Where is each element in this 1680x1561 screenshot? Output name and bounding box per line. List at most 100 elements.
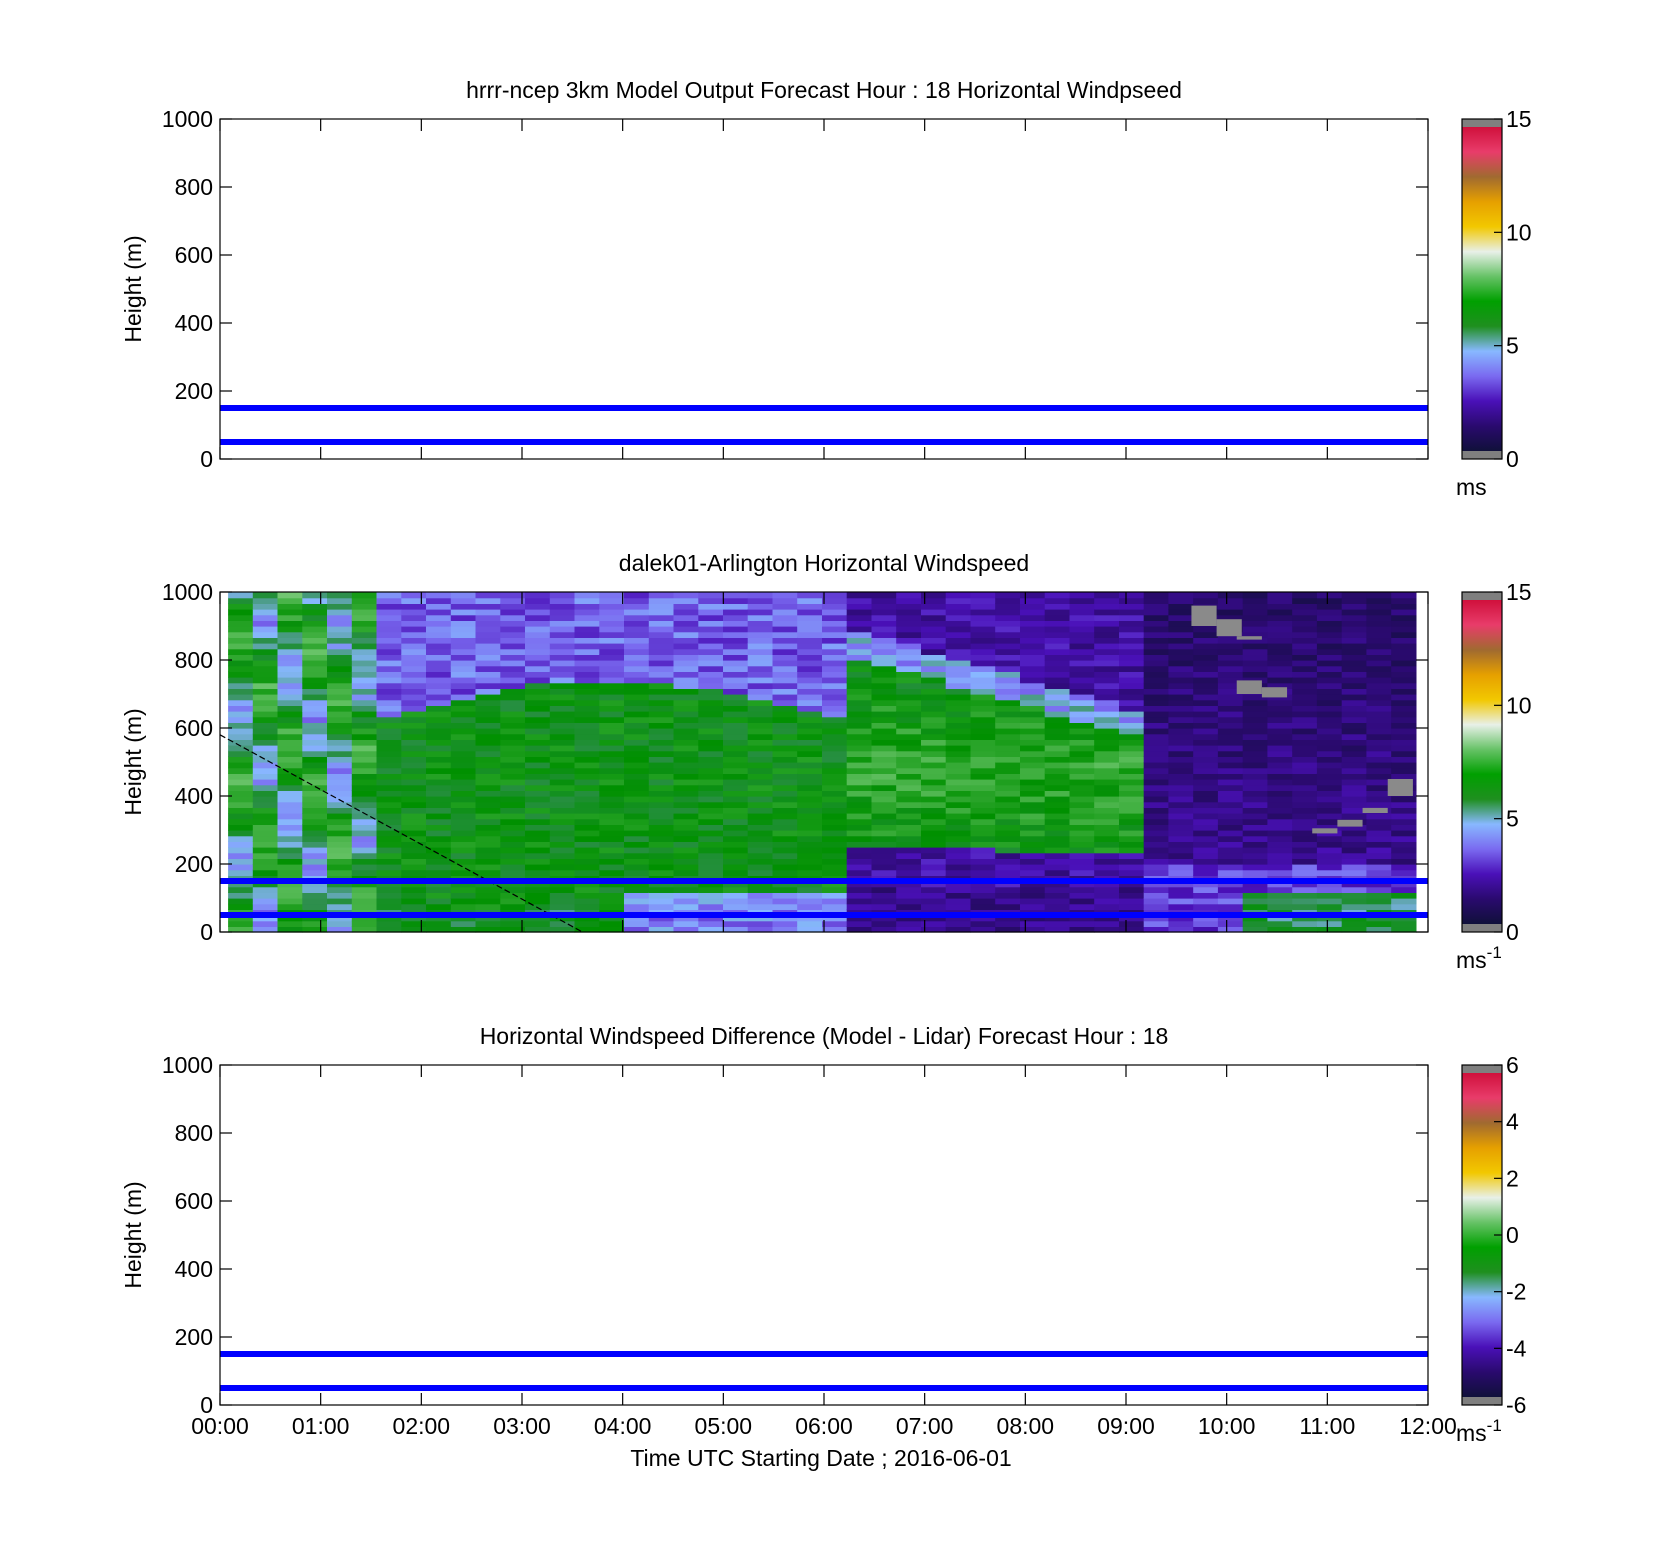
- heatmap-cell: [599, 739, 625, 746]
- heatmap-cell: [228, 926, 254, 933]
- heatmap-cell: [1069, 609, 1095, 616]
- heatmap-cell: [1366, 779, 1392, 786]
- heatmap-cell: [1069, 637, 1095, 644]
- heatmap-cell: [772, 716, 798, 723]
- heatmap-cell: [822, 892, 848, 899]
- heatmap-cell: [995, 864, 1021, 871]
- heatmap-cell: [351, 694, 378, 701]
- heatmap-cell: [1143, 688, 1169, 695]
- heatmap-cell: [252, 603, 279, 610]
- heatmap-cell: [1217, 852, 1244, 859]
- heatmap-cell: [574, 824, 600, 831]
- heatmap-cell: [574, 648, 600, 655]
- heatmap-cell: [277, 756, 303, 763]
- heatmap-cell: [1044, 665, 1070, 672]
- heatmap-cell: [723, 597, 749, 604]
- heatmap-cell: [1020, 728, 1046, 735]
- heatmap-cell: [1217, 847, 1244, 854]
- heatmap-cell: [797, 750, 823, 757]
- heatmap-cell: [921, 886, 947, 893]
- heatmap-cell: [450, 886, 477, 893]
- heatmap-cell: [1119, 796, 1145, 803]
- heatmap-cell: [1341, 654, 1367, 661]
- heatmap-cell: [871, 688, 897, 695]
- heatmap-cell: [896, 705, 922, 712]
- heatmap-cell: [1366, 818, 1392, 825]
- heatmap-cell: [475, 864, 501, 871]
- heatmap-cell: [772, 665, 798, 672]
- heatmap-cell: [252, 779, 279, 786]
- heatmap-cell: [1267, 609, 1293, 616]
- heatmap-cell: [648, 705, 675, 712]
- heatmap-cell: [1119, 677, 1145, 684]
- heatmap-cell: [1094, 648, 1120, 655]
- heatmap-cell: [277, 915, 303, 922]
- heatmap-cell: [1168, 665, 1194, 672]
- heatmap-cell: [401, 898, 427, 905]
- heatmap-cell: [995, 688, 1021, 695]
- heatmap-cell: [500, 665, 526, 672]
- heatmap-cell: [995, 614, 1021, 621]
- heatmap-cell: [896, 858, 922, 865]
- heatmap-cell: [277, 903, 303, 910]
- heatmap-cell: [1366, 711, 1392, 718]
- heatmap-cell: [228, 699, 254, 706]
- heatmap-cell: [1366, 892, 1392, 899]
- heatmap-cell: [525, 920, 551, 927]
- heatmap-cell: [228, 756, 254, 763]
- heatmap-cell: [228, 801, 254, 808]
- heatmap-cell: [846, 807, 872, 814]
- heatmap-cell: [945, 592, 971, 599]
- heatmap-cell: [302, 603, 328, 610]
- heatmap-cell: [1292, 886, 1318, 893]
- heatmap-cell: [1119, 620, 1145, 627]
- heatmap-cell: [846, 779, 872, 786]
- heatmap-cell: [1119, 660, 1145, 667]
- heatmap-cell: [525, 643, 551, 650]
- heatmap-cell: [1366, 592, 1392, 599]
- heatmap-cell: [1391, 915, 1417, 922]
- heatmap-cell: [772, 847, 798, 854]
- heatmap-cell: [1094, 711, 1120, 718]
- heatmap-cell: [1044, 677, 1070, 684]
- heatmap-cell: [1143, 603, 1169, 610]
- heatmap-cell: [1267, 643, 1293, 650]
- heatmap-cell: [698, 597, 724, 604]
- heatmap-cell: [450, 592, 477, 599]
- heatmap-cell: [1242, 779, 1268, 786]
- heatmap-cell: [351, 745, 378, 752]
- heatmap-cell: [1267, 722, 1293, 729]
- heatmap-cell: [1119, 784, 1145, 791]
- heatmap-cell: [450, 711, 477, 718]
- heatmap-cell: [401, 620, 427, 627]
- heatmap-cell: [624, 847, 650, 854]
- heatmap-cell: [1316, 835, 1343, 842]
- heatmap-cell: [1217, 801, 1244, 808]
- heatmap-cell: [1094, 728, 1120, 735]
- heatmap-cell: [426, 739, 452, 746]
- heatmap-cell: [995, 677, 1021, 684]
- heatmap-cell: [747, 660, 773, 667]
- heatmap-cell: [252, 756, 279, 763]
- heatmap-cell: [723, 603, 749, 610]
- heatmap-cell: [673, 841, 699, 848]
- heatmap-cell: [1069, 592, 1095, 599]
- heatmap-cell: [351, 603, 378, 610]
- heatmap-cell: [1168, 869, 1194, 876]
- heatmap-cell: [1069, 847, 1095, 854]
- colorbar-unit-label: ms-1: [1456, 1416, 1502, 1446]
- heatmap-cell: [945, 745, 971, 752]
- heatmap-cell: [500, 903, 526, 910]
- heatmap-cell: [1193, 773, 1219, 780]
- heatmap-cell: [302, 898, 328, 905]
- heatmap-cell: [747, 847, 773, 854]
- heatmap-cell: [302, 773, 328, 780]
- heatmap-cell: [945, 892, 971, 899]
- heatmap-cell: [648, 711, 675, 718]
- heatmap-cell: [1316, 750, 1343, 757]
- heatmap-cell: [1292, 614, 1318, 621]
- heatmap-cell: [1242, 801, 1268, 808]
- heatmap-cell: [228, 728, 254, 735]
- heatmap-cell: [624, 688, 650, 695]
- heatmap-cell: [1366, 898, 1392, 905]
